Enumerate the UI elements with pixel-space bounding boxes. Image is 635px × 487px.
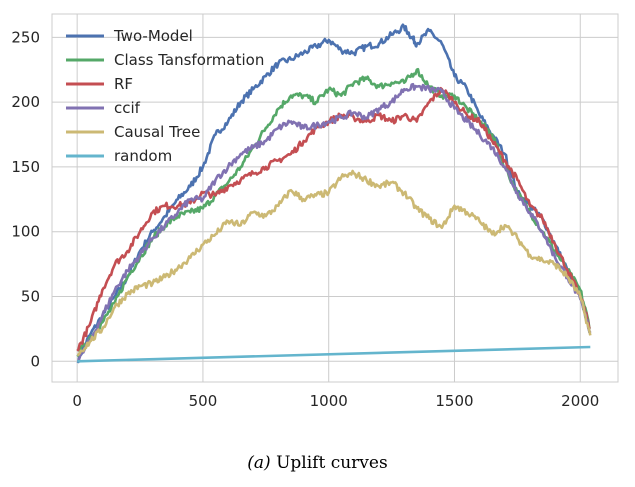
x-tick-label: 0 (72, 392, 82, 410)
legend-label-causal-tree: Causal Tree (114, 123, 200, 141)
legend-label-two-model: Two-Model (113, 27, 193, 45)
legend-label-rf: RF (114, 75, 133, 93)
y-tick-label: 0 (30, 352, 40, 370)
plot-frame (51, 13, 619, 383)
x-tick-label: 1500 (435, 392, 473, 410)
legend-label-ccif: ccif (114, 99, 141, 117)
series-line-random (77, 345, 591, 363)
legend-label-random: random (114, 147, 172, 165)
x-tick-label: 1000 (310, 392, 348, 410)
series-line-causal-tree (77, 169, 592, 357)
y-tick-label: 100 (11, 223, 40, 241)
y-tick-label: 200 (11, 93, 40, 111)
x-tick-label: 500 (189, 392, 218, 410)
y-tick-label: 50 (21, 287, 40, 305)
y-tick-label: 250 (11, 28, 40, 46)
legend: Two-Model Class Tansformation RF ccif Causal… (66, 27, 264, 165)
y-tick-label: 150 (11, 158, 40, 176)
series-group (76, 23, 592, 364)
figure-caption: (a) Uplift curves (0, 453, 635, 473)
grid-lines (52, 14, 618, 382)
series-line-ccif (76, 82, 592, 363)
legend-label-class-tansformation: Class Tansformation (114, 51, 264, 69)
caption-prefix: (a) (247, 453, 271, 473)
series-line-two-model (76, 23, 592, 364)
plot-background (52, 14, 618, 382)
caption-text: Uplift curves (276, 453, 388, 473)
x-tick-label: 2000 (561, 392, 599, 410)
tick-labels: 0 500 1000 1500 2000 0 50 100 150 200 250 (11, 28, 599, 410)
